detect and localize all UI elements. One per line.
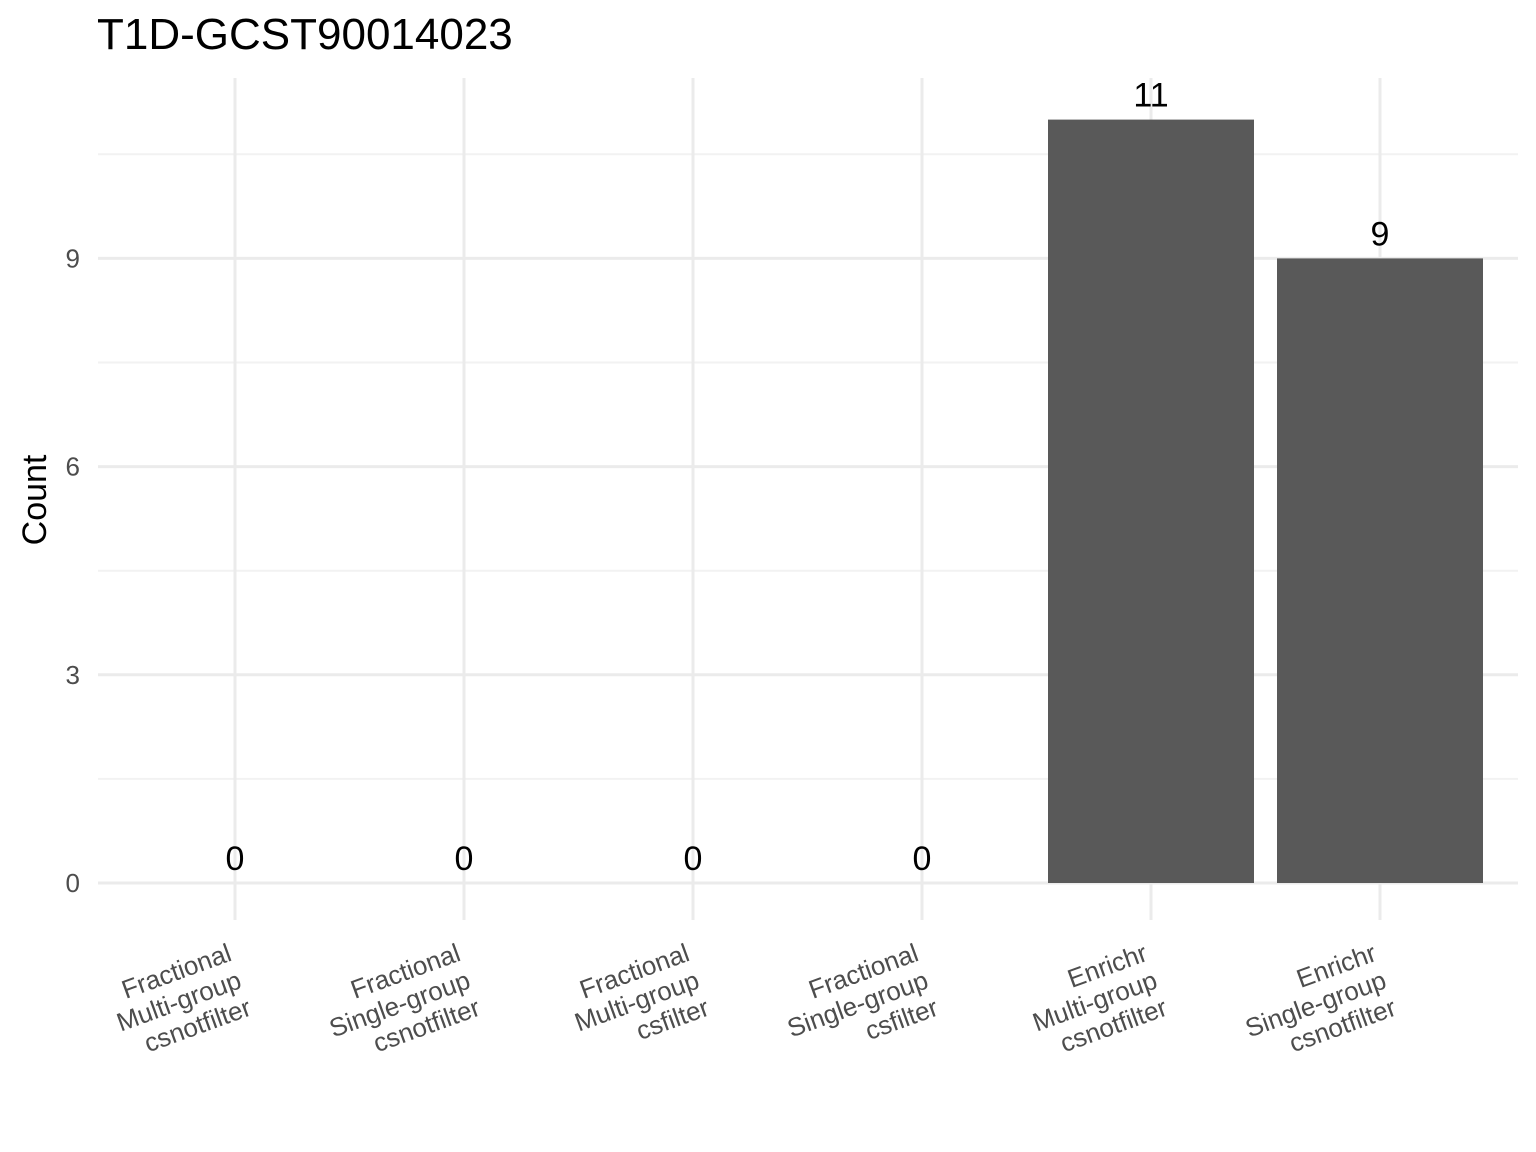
data-label: 11 bbox=[1133, 77, 1168, 115]
chart-title: T1D-GCST90014023 bbox=[97, 10, 513, 59]
data-label: 9 bbox=[1371, 215, 1390, 253]
x-tick-label: FractionalSingle-groupcsnotfilter bbox=[315, 937, 484, 1070]
x-tick-label: FractionalMulti-groupcsfilter bbox=[561, 937, 714, 1064]
x-tick-label: FractionalMulti-groupcsnotfilter bbox=[103, 937, 256, 1064]
y-tick-label: 9 bbox=[66, 243, 80, 273]
data-label: 0 bbox=[684, 840, 703, 878]
x-tick-label-text: EnrichrMulti-groupcsnotfilter bbox=[1019, 937, 1172, 1064]
y-tick-label: 6 bbox=[66, 452, 80, 482]
y-tick-label: 3 bbox=[66, 660, 80, 690]
data-labels: 0 0 0 0 11 9 bbox=[226, 77, 1390, 878]
y-tick-label: 0 bbox=[66, 868, 80, 898]
bar bbox=[1048, 119, 1254, 884]
x-tick-label: FractionalSingle-groupcsfilter bbox=[773, 937, 942, 1070]
y-axis-ticks: 0 3 6 9 bbox=[66, 243, 80, 898]
data-label: 0 bbox=[226, 840, 245, 878]
x-tick-label-text: FractionalMulti-groupcsnotfilter bbox=[103, 937, 256, 1064]
bar bbox=[1277, 258, 1483, 883]
x-tick-label-text: EnrichrSingle-groupcsnotfilter bbox=[1231, 937, 1400, 1070]
bars bbox=[1048, 119, 1483, 884]
x-tick-label-text: FractionalSingle-groupcsfilter bbox=[773, 937, 942, 1070]
y-axis-title: Count bbox=[16, 454, 54, 545]
x-axis-ticks: FractionalMulti-groupcsnotfilter Fraction… bbox=[103, 937, 1400, 1070]
x-tick-label: EnrichrMulti-groupcsnotfilter bbox=[1019, 937, 1172, 1064]
data-label: 0 bbox=[913, 840, 932, 878]
x-tick-label: EnrichrSingle-groupcsnotfilter bbox=[1231, 937, 1400, 1070]
x-tick-label-text: FractionalMulti-groupcsfilter bbox=[561, 937, 714, 1064]
x-tick-label-text: FractionalSingle-groupcsnotfilter bbox=[315, 937, 484, 1070]
data-label: 0 bbox=[455, 840, 474, 878]
